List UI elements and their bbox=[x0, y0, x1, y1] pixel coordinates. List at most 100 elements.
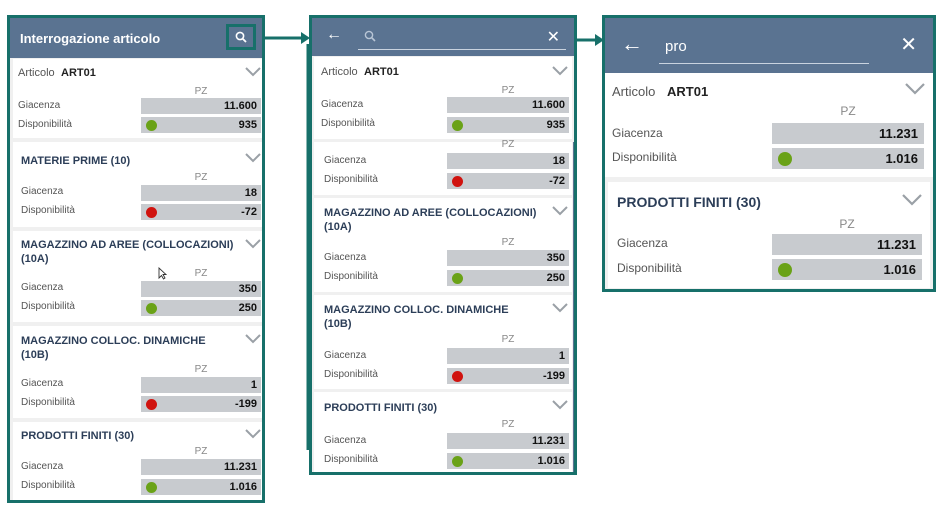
chevron-down-icon[interactable] bbox=[245, 334, 261, 344]
disponibilita-label: Disponibilità bbox=[21, 301, 75, 312]
chevron-down-icon[interactable] bbox=[245, 429, 261, 439]
giacenza-label: Giacenza bbox=[324, 155, 367, 166]
app-header: Interrogazione articolo bbox=[10, 18, 262, 58]
articolo-code: ART01 bbox=[364, 66, 399, 78]
search-button[interactable] bbox=[226, 24, 256, 50]
unit-label: PZ bbox=[840, 104, 856, 118]
disponibilita-value: 935 bbox=[447, 117, 569, 133]
status-dot-icon bbox=[778, 263, 792, 277]
unit-label: PZ bbox=[501, 334, 515, 345]
search-icon bbox=[235, 31, 247, 43]
group-card[interactable]: MATERIE PRIME (10) PZ Giacenza 18 Dispon… bbox=[13, 142, 262, 227]
screen-search-open: ← ✕ Articolo ART01 PZ Giacenza 11.600 Di… bbox=[309, 15, 577, 475]
articolo-label: Articolo bbox=[321, 66, 358, 78]
articolo-label: Articolo bbox=[612, 84, 656, 99]
unit-label: PZ bbox=[194, 446, 208, 457]
group-title: PRODOTTI FINITI (30) bbox=[21, 430, 135, 442]
group-card[interactable]: MAGAZZINO AD AREE (COLLOCAZIONI) (10A) P… bbox=[13, 231, 262, 322]
search-icon bbox=[364, 30, 376, 42]
status-dot-icon bbox=[452, 371, 463, 382]
search-input[interactable] bbox=[358, 26, 566, 48]
disponibilita-label: Disponibilità bbox=[324, 454, 378, 465]
page-title: Interrogazione articolo bbox=[20, 31, 161, 46]
disponibilita-value: -72 bbox=[141, 204, 261, 220]
article-summary-card[interactable]: Articolo ART01 PZ Giacenza 11.600 Dispon… bbox=[314, 57, 572, 139]
disponibilita-value: 1.016 bbox=[447, 453, 569, 469]
giacenza-value: 18 bbox=[447, 153, 569, 169]
unit-label: PZ bbox=[194, 364, 208, 375]
chevron-down-icon[interactable] bbox=[552, 206, 568, 216]
chevron-down-icon[interactable] bbox=[552, 303, 568, 313]
chevron-down-icon[interactable] bbox=[245, 67, 261, 77]
articolo-code: ART01 bbox=[61, 67, 96, 79]
article-summary-card[interactable]: Articolo ART01 PZ Giacenza 11.231 Dispon… bbox=[605, 73, 933, 177]
giacenza-label: Giacenza bbox=[324, 252, 367, 263]
scrollbar[interactable] bbox=[573, 142, 574, 472]
status-dot-icon bbox=[452, 176, 463, 187]
status-dot-icon bbox=[452, 273, 463, 284]
group-card-partial[interactable]: PZ Giacenza 18 Disponibilità -72 bbox=[314, 139, 572, 195]
search-input[interactable] bbox=[659, 30, 869, 62]
disponibilita-label: Disponibilità bbox=[21, 480, 75, 491]
group-title: PRODOTTI FINITI (30) bbox=[324, 402, 438, 414]
close-icon[interactable]: ✕ bbox=[900, 34, 917, 56]
search-field[interactable] bbox=[659, 30, 869, 64]
giacenza-label: Giacenza bbox=[21, 186, 64, 197]
back-arrow-icon[interactable]: ← bbox=[621, 31, 643, 56]
disponibilita-value: -199 bbox=[141, 396, 261, 412]
close-icon[interactable]: ✕ bbox=[546, 29, 560, 46]
articolo-label: Articolo bbox=[18, 67, 55, 79]
unit-label: PZ bbox=[501, 139, 515, 150]
disponibilita-label: Disponibilità bbox=[18, 119, 72, 130]
chevron-down-icon[interactable] bbox=[245, 239, 261, 249]
group-card[interactable]: PRODOTTI FINITI (30) PZ Giacenza 11.231 … bbox=[608, 182, 930, 288]
disponibilita-label: Disponibilità bbox=[321, 118, 375, 129]
group-card[interactable]: MAGAZZINO COLLOC. DINAMICHE (10B) PZ Gia… bbox=[13, 326, 262, 418]
unit-label: PZ bbox=[194, 172, 208, 183]
status-dot-icon bbox=[146, 399, 157, 410]
group-title: PRODOTTI FINITI (30) bbox=[617, 194, 761, 210]
group-title: MAGAZZINO COLLOC. DINAMICHE (10B) bbox=[21, 335, 206, 361]
disponibilita-label: Disponibilità bbox=[324, 271, 378, 282]
giacenza-label: Giacenza bbox=[321, 99, 364, 110]
giacenza-value: 11.600 bbox=[141, 98, 261, 114]
mouse-cursor-icon bbox=[158, 267, 167, 280]
status-dot-icon bbox=[146, 482, 157, 493]
giacenza-value: 18 bbox=[141, 185, 261, 201]
giacenza-value: 11.600 bbox=[447, 97, 569, 113]
giacenza-value: 11.231 bbox=[447, 433, 569, 449]
back-arrow-icon[interactable]: ← bbox=[326, 26, 342, 43]
disponibilita-label: Disponibilità bbox=[324, 369, 378, 380]
group-title: MAGAZZINO COLLOC. DINAMICHE (10B) bbox=[324, 304, 509, 330]
giacenza-value: 11.231 bbox=[772, 234, 922, 255]
chevron-down-icon[interactable] bbox=[552, 400, 568, 410]
group-card[interactable]: MAGAZZINO COLLOC. DINAMICHE (10B) PZ Gia… bbox=[314, 295, 572, 389]
disponibilita-value: 250 bbox=[141, 300, 261, 316]
search-field[interactable] bbox=[358, 26, 566, 50]
status-dot-icon bbox=[146, 120, 157, 131]
disponibilita-label: Disponibilità bbox=[612, 150, 677, 164]
articolo-code: ART01 bbox=[667, 84, 709, 99]
flow-arrow bbox=[574, 34, 604, 46]
group-card[interactable]: PRODOTTI FINITI (30) PZ Giacenza 11.231 … bbox=[314, 392, 572, 472]
chevron-down-icon[interactable] bbox=[245, 153, 261, 163]
app-header: ← ✕ bbox=[312, 18, 574, 56]
screen-interrogazione-articolo: Interrogazione articolo Articolo ART01 P… bbox=[7, 15, 265, 503]
unit-label: PZ bbox=[501, 237, 515, 248]
chevron-down-icon[interactable] bbox=[902, 194, 922, 206]
giacenza-label: Giacenza bbox=[21, 282, 64, 293]
disponibilita-label: Disponibilità bbox=[324, 174, 378, 185]
group-card[interactable]: MAGAZZINO AD AREE (COLLOCAZIONI) (10A) P… bbox=[314, 198, 572, 292]
status-dot-icon bbox=[452, 456, 463, 467]
group-title: MAGAZZINO AD AREE (COLLOCAZIONI) (10A) bbox=[324, 207, 537, 233]
disponibilita-value: 1.016 bbox=[772, 148, 924, 169]
disponibilita-label: Disponibilità bbox=[617, 261, 682, 275]
giacenza-label: Giacenza bbox=[617, 236, 668, 250]
group-card[interactable]: PRODOTTI FINITI (30) PZ Giacenza 11.231 … bbox=[13, 422, 262, 500]
giacenza-value: 350 bbox=[141, 281, 261, 297]
article-summary-card[interactable]: Articolo ART01 PZ Giacenza 11.600 Dispon… bbox=[13, 59, 262, 138]
unit-label: PZ bbox=[839, 217, 855, 231]
disponibilita-value: 1.016 bbox=[141, 479, 261, 495]
chevron-down-icon[interactable] bbox=[552, 66, 568, 76]
chevron-down-icon[interactable] bbox=[905, 83, 925, 95]
